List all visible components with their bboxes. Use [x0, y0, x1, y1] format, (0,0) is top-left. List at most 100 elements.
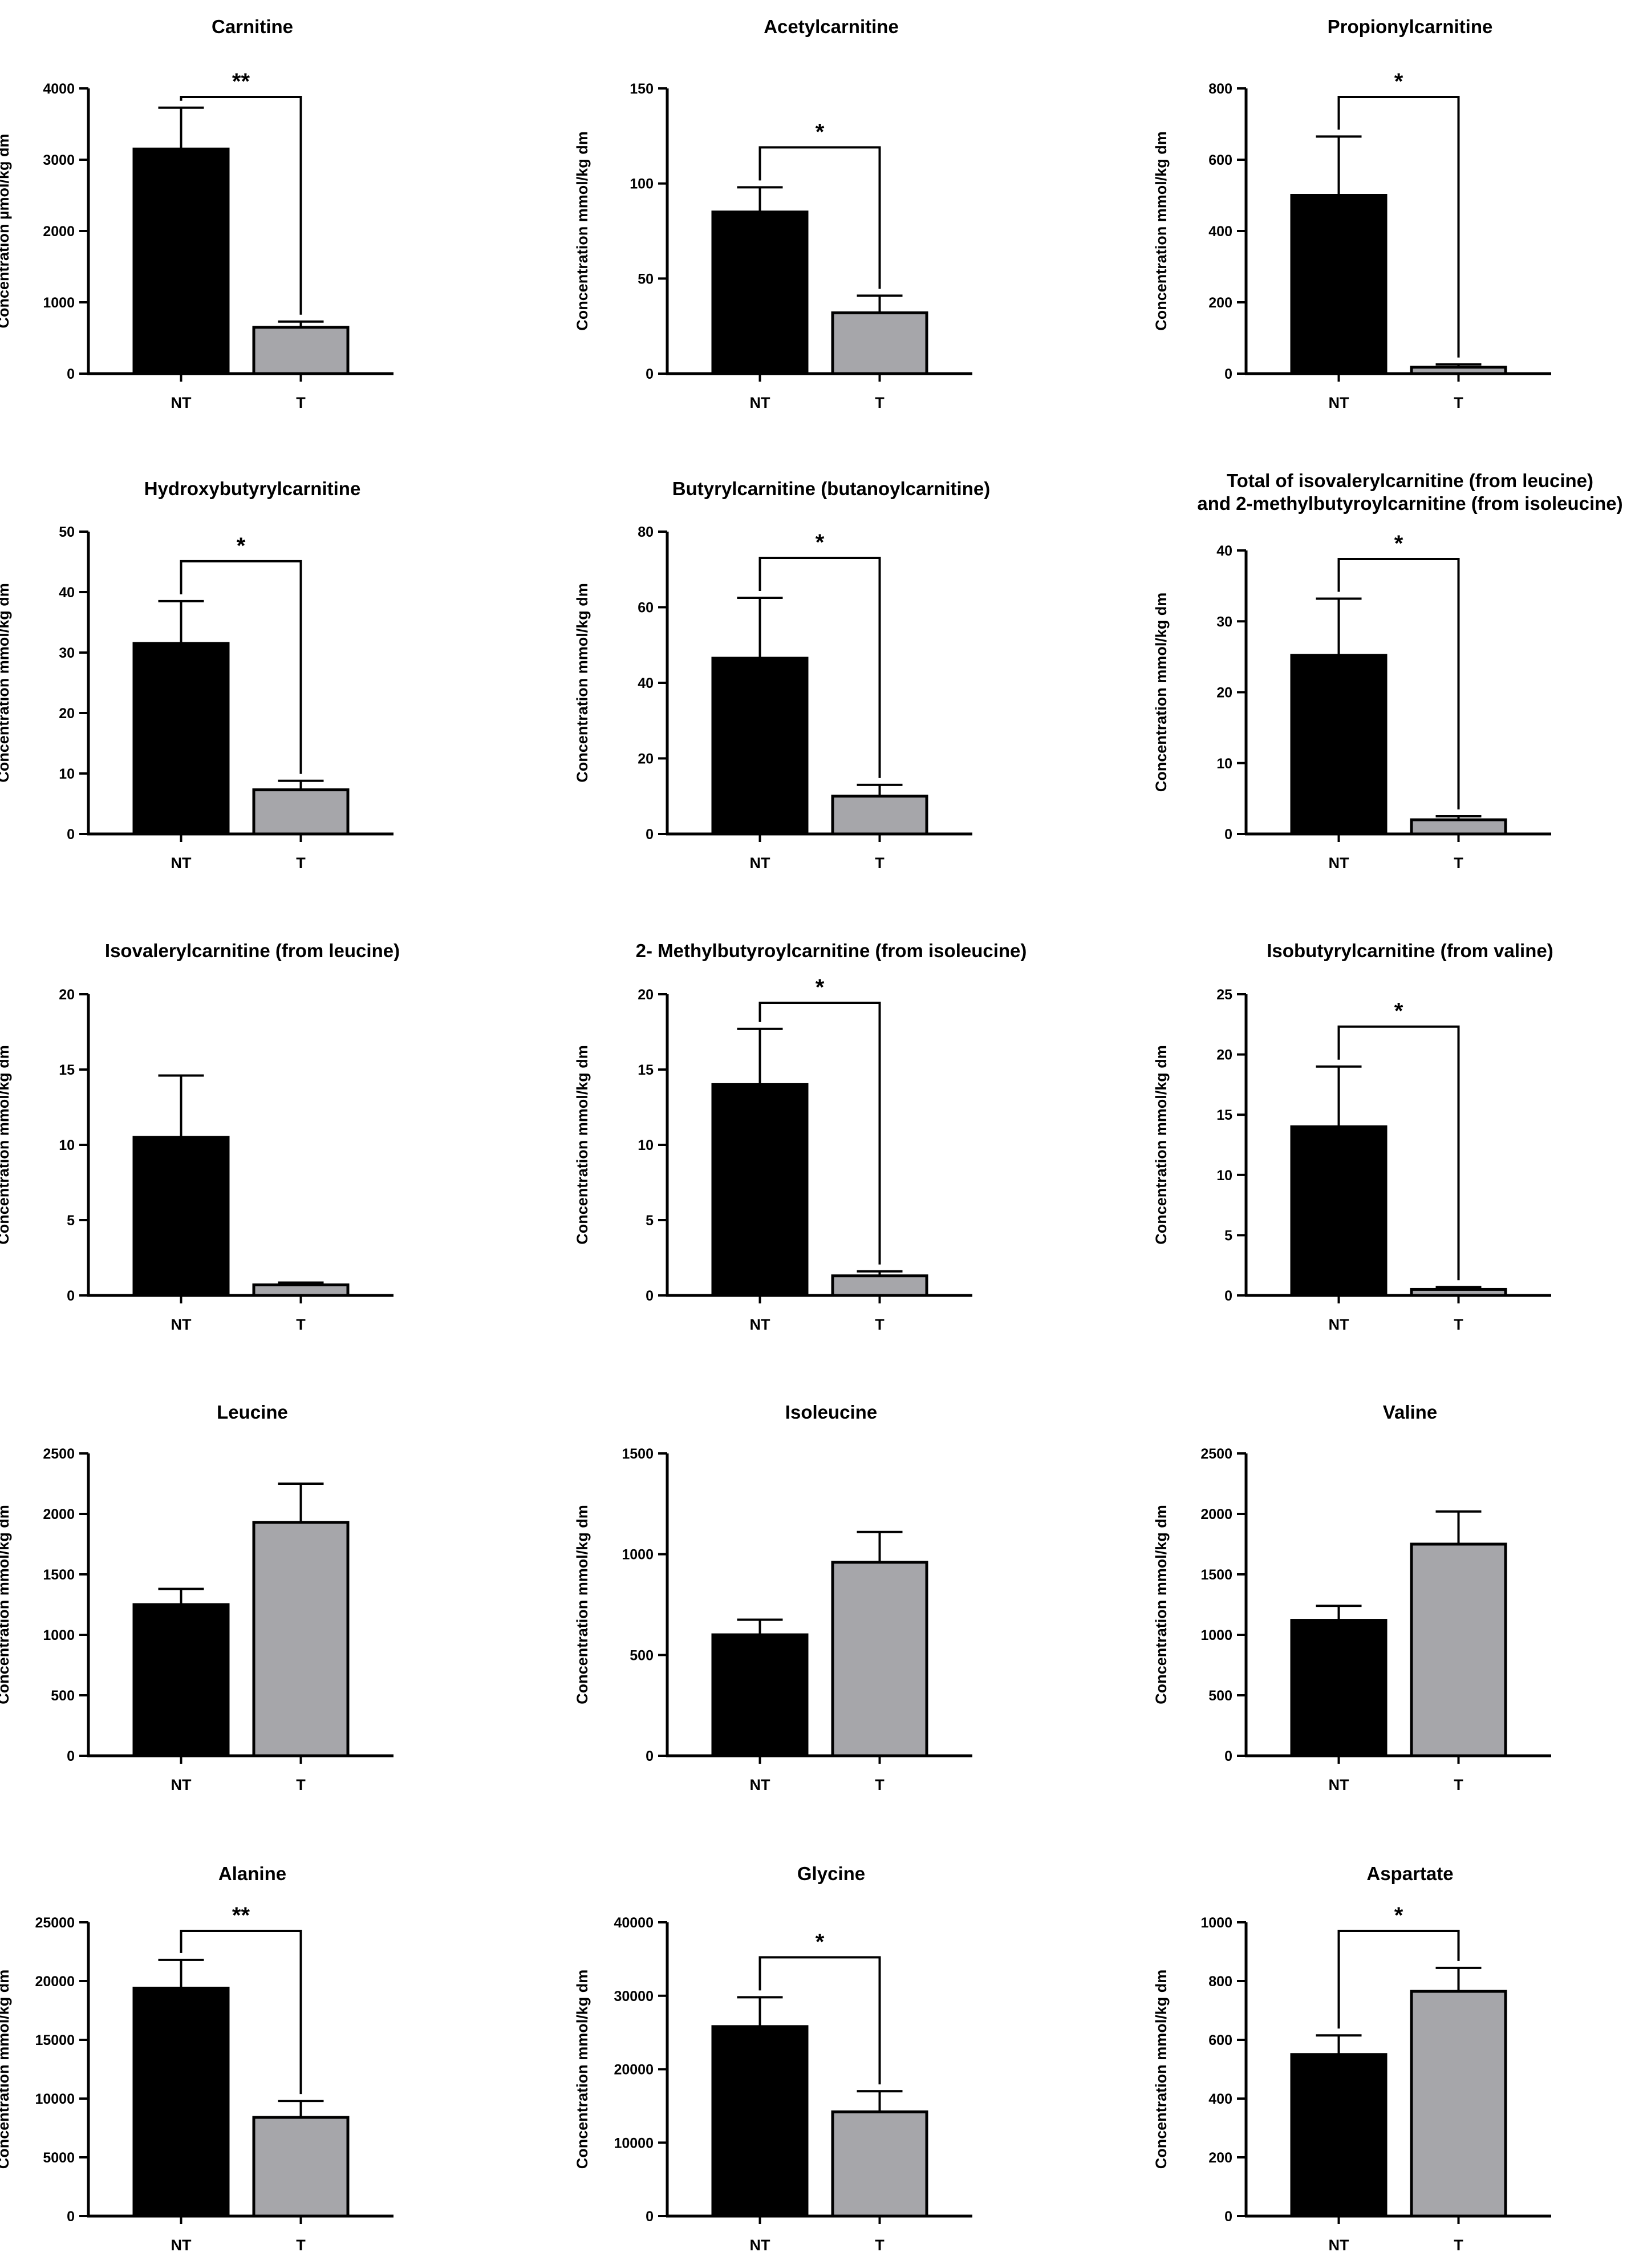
- y-tick-label: 1000: [1200, 1915, 1232, 1931]
- chart-title: Propionylcarnitine: [1328, 16, 1493, 37]
- y-tick-label: 1500: [43, 1567, 75, 1583]
- bar-nt: [711, 210, 809, 375]
- chart-title: Total of isovalerylcarnitine (from leuci…: [1227, 470, 1593, 491]
- significance-bracket: [180, 560, 302, 774]
- category-label: NT: [1329, 1776, 1349, 1793]
- significance-bracket: [758, 1002, 881, 1265]
- bar-t: [252, 2116, 350, 2218]
- y-tick-label: 20: [59, 987, 75, 1003]
- category-label: T: [1454, 854, 1463, 872]
- bar-nt: [132, 147, 230, 375]
- y-tick-label: 25: [1216, 987, 1232, 1003]
- bar-nt: [1290, 1125, 1388, 1297]
- y-axis-label: Concentration mmol/kg dm: [0, 1970, 12, 2169]
- y-tick-label: 15000: [35, 2032, 75, 2048]
- y-tick-label: 30000: [614, 1988, 654, 2004]
- y-tick-label: 10: [59, 1137, 75, 1153]
- y-tick-label: 600: [1208, 152, 1232, 168]
- category-label: NT: [171, 854, 192, 872]
- category-label: NT: [750, 854, 770, 872]
- bar-nt: [1290, 2053, 1388, 2218]
- bar-t: [831, 311, 928, 375]
- category-label: T: [1454, 1776, 1463, 1793]
- y-axis-label: Concentration mmol/kg dm: [574, 1970, 591, 2169]
- y-tick-label: 5: [1224, 1228, 1232, 1244]
- category-label: T: [296, 2237, 306, 2254]
- category-label: T: [875, 854, 885, 872]
- bar-nt: [132, 1986, 230, 2218]
- y-tick-label: 25000: [35, 1915, 75, 1931]
- y-axis-label: Concentration µmol/kg dm: [0, 133, 12, 328]
- y-axis-label: Concentration mmol/kg dm: [574, 1045, 591, 1245]
- y-tick-label: 60: [638, 600, 654, 616]
- bar-t: [831, 795, 928, 836]
- category-label: T: [875, 2237, 885, 2254]
- bar-t: [831, 1274, 928, 1297]
- y-tick-label: 40000: [614, 1915, 654, 1931]
- bar-t: [1410, 1287, 1507, 1297]
- category-label: NT: [1329, 854, 1349, 872]
- significance-bracket: [758, 146, 881, 289]
- chart-title: Isovalerylcarnitine (from leucine): [105, 940, 400, 961]
- bar-nt: [132, 1136, 230, 1297]
- category-label: T: [296, 1776, 306, 1793]
- y-tick-label: 0: [1224, 827, 1232, 843]
- y-tick-label: 0: [646, 827, 654, 843]
- chart-title: Aspartate: [1366, 1863, 1453, 1884]
- y-tick-label: 3000: [43, 152, 75, 168]
- significance-bracket: [1337, 96, 1460, 358]
- y-tick-label: 40: [1216, 543, 1232, 559]
- y-tick-label: 150: [630, 81, 654, 97]
- y-tick-label: 10: [638, 1137, 654, 1153]
- category-label: T: [875, 1316, 885, 1333]
- significance-bracket: [1337, 1025, 1460, 1281]
- y-tick-label: 10: [1216, 1168, 1232, 1184]
- bar-nt: [132, 1603, 230, 1757]
- bar-t: [252, 1283, 350, 1297]
- y-axis-label: Concentration mmol/kg dm: [0, 1505, 12, 1704]
- significance-bracket: [758, 1956, 881, 2085]
- y-tick-label: 0: [1224, 2209, 1232, 2225]
- y-tick-label: 30: [59, 645, 75, 661]
- category-label: T: [875, 1776, 885, 1793]
- y-axis-label: Concentration mmol/kg dm: [0, 583, 12, 783]
- category-label: NT: [750, 1316, 770, 1333]
- y-tick-label: 100: [630, 176, 654, 192]
- category-label: T: [296, 1316, 306, 1333]
- category-label: NT: [750, 2237, 770, 2254]
- y-axis-label: Concentration mmol/kg dm: [1153, 131, 1170, 331]
- significance-marker: *: [816, 975, 825, 1000]
- significance-marker: *: [1394, 1903, 1403, 1928]
- y-tick-label: 50: [59, 524, 75, 540]
- significance-marker: *: [1394, 531, 1403, 556]
- significance-marker: *: [1394, 999, 1403, 1024]
- significance-marker: *: [816, 119, 825, 144]
- significance-marker: **: [232, 1903, 250, 1928]
- y-tick-label: 500: [1208, 1688, 1232, 1704]
- bar-nt: [1290, 1619, 1388, 1757]
- category-label: NT: [1329, 1316, 1349, 1333]
- y-tick-label: 20000: [35, 1974, 75, 1990]
- y-tick-label: 2000: [43, 1506, 75, 1522]
- y-tick-label: 0: [646, 1288, 654, 1304]
- y-tick-label: 2500: [1200, 1446, 1232, 1462]
- category-label: T: [1454, 2237, 1463, 2254]
- chart-title: Alanine: [218, 1863, 286, 1884]
- y-tick-label: 1500: [1200, 1567, 1232, 1583]
- y-tick-label: 40: [638, 675, 654, 691]
- y-tick-label: 400: [1208, 2091, 1232, 2107]
- chart-panel-2: Acetylcarnitine Concentration mmol/kg dm 0…: [574, 16, 972, 411]
- chart-panel-6: Total of isovalerylcarnitine (from leuci…: [1153, 470, 1623, 872]
- y-tick-label: 1500: [622, 1446, 654, 1462]
- chart-panel-1: Carnitine Concentration µmol/kg dm 0 1000 20…: [0, 16, 393, 411]
- y-tick-label: 500: [51, 1688, 75, 1704]
- bar-nt: [711, 1083, 809, 1297]
- category-label: T: [875, 394, 885, 411]
- bar-t: [1410, 1990, 1507, 2218]
- category-label: NT: [171, 394, 192, 411]
- category-label: NT: [1329, 394, 1349, 411]
- significance-marker: *: [237, 533, 246, 558]
- y-tick-label: 500: [630, 1647, 654, 1663]
- bar-t: [1410, 366, 1507, 375]
